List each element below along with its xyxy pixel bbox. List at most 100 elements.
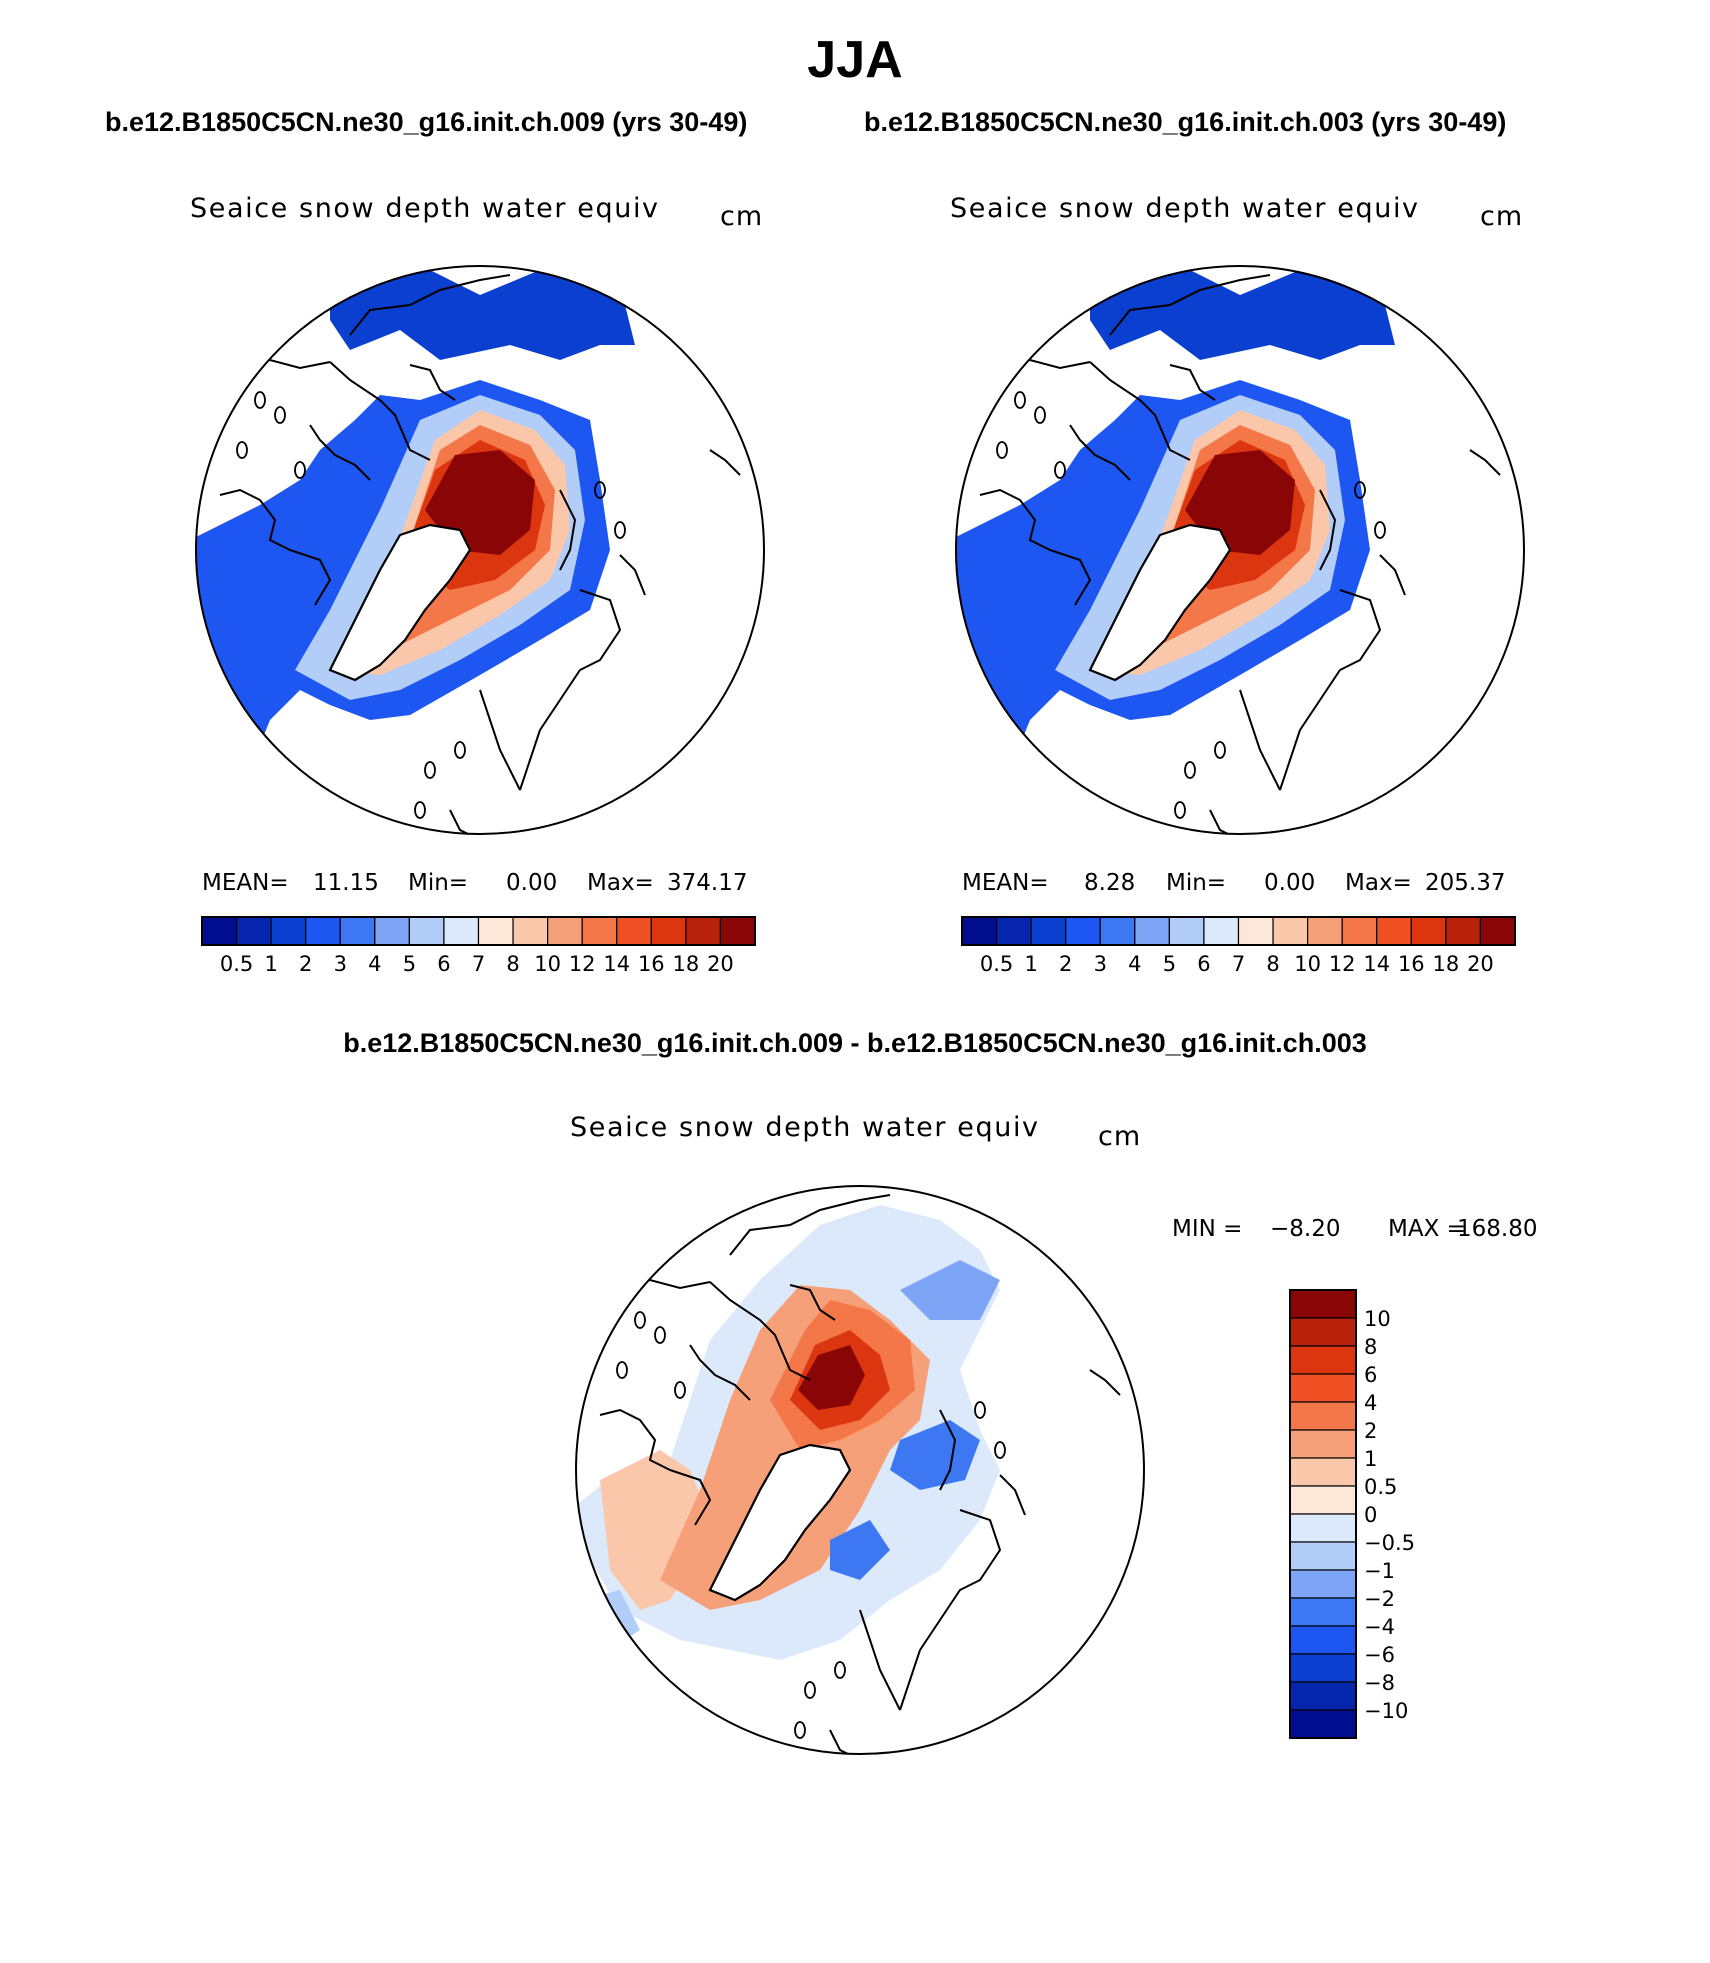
panel3-max-label: MAX = — [1388, 1216, 1466, 1242]
panel1-colorbar-tick-label: 7 — [472, 952, 485, 975]
panel3-island-outline — [974, 1401, 986, 1419]
panel2-coastline — [979, 488, 1051, 551]
panel1-island-outline — [236, 441, 248, 459]
panel1-colorbar-swatch — [616, 916, 652, 946]
panel3-colorbar-swatch — [1289, 1485, 1357, 1515]
panel3-colorbar-tick-label: −6 — [1364, 1643, 1395, 1667]
panel1-coastline — [349, 274, 511, 336]
panel1-coastline — [409, 364, 456, 401]
panel3-colorbar-swatch — [1289, 1625, 1357, 1655]
panel3-colorbar-tick-label: −0.5 — [1364, 1531, 1415, 1555]
panel1-island-outline — [454, 741, 466, 759]
panel3-colorbar-tick-label: 0 — [1364, 1503, 1377, 1527]
panel3-coastline — [939, 1409, 957, 1491]
panel3-colorbar-swatch — [1289, 1289, 1357, 1319]
panel1-island-outline — [424, 761, 436, 779]
panel1-coastline — [559, 489, 577, 571]
panel2-field-region — [1090, 266, 1395, 360]
panel3-coastline — [899, 1649, 921, 1711]
panel2-colorbar-swatch — [1237, 916, 1274, 946]
panel3-colorbar-tick-label: 1 — [1364, 1447, 1377, 1471]
panel2-island-outline — [1214, 741, 1226, 759]
panel1-greenland-outline — [328, 523, 472, 682]
panel2-colorbar: 0.5 1 2 3 4 5 6 7 8 10 12 14 16 18 20 — [961, 916, 1516, 975]
panel1-max-label: Max= — [587, 870, 654, 896]
panel3-colorbar-swatch — [1289, 1597, 1357, 1627]
panel2-coastline — [1049, 549, 1092, 606]
panel3-colorbar-swatch — [1289, 1513, 1357, 1543]
panel2-colorbar-swatch — [1341, 916, 1378, 946]
panel2-colorbar-swatch — [1272, 916, 1309, 946]
panel1-coastline — [219, 488, 291, 551]
panel2-colorbar-tick-label: 8 — [1266, 952, 1279, 975]
panel1-variable-title: Seaice snow depth water equiv — [190, 193, 660, 224]
panel3-variable-title: Seaice snow depth water equiv — [570, 1112, 1040, 1143]
panel2-field — [956, 266, 1501, 834]
panel3-min-value: −8.20 — [1270, 1216, 1341, 1242]
panel1-colorbar-swatch — [581, 916, 618, 946]
panel3-colorbar-tick-label: −8 — [1364, 1671, 1395, 1695]
panel2-colorbar-tick-label: 14 — [1363, 952, 1390, 975]
panel2-colorbar-tick-label: 20 — [1467, 952, 1494, 975]
panel3-greenland-outline — [708, 1443, 852, 1602]
panel3-island-outline — [794, 1721, 806, 1739]
left-case-title: b.e12.B1850C5CN.ne30_g16.init.ch.009 (yr… — [105, 107, 748, 137]
panel2-island-outline — [1034, 406, 1046, 424]
panel2-coastline — [1069, 424, 1131, 481]
panel1-island-outline — [274, 406, 286, 424]
panel3-colorbar-swatch — [1289, 1317, 1357, 1347]
panel2-variable-title: Seaice snow depth water equiv — [950, 193, 1420, 224]
panel2-colorbar-tick-label: 10 — [1294, 952, 1321, 975]
panel2-colorbar-tick-label: 16 — [1398, 952, 1425, 975]
panel1-colorbar-swatch — [512, 916, 549, 946]
panel2-coastline — [1169, 364, 1216, 401]
panel1-colorbar-swatch — [270, 916, 307, 946]
panel3-units: cm — [1098, 1121, 1142, 1152]
panel2-island-outline — [1174, 801, 1186, 819]
panel1-colorbar-swatch — [650, 916, 687, 946]
panel2-colorbar-swatch — [1168, 916, 1205, 946]
panel1-colorbar-swatch — [719, 916, 756, 946]
panel3-colorbar: 10 8 6 4 2 1 0.5 0 −0.5 −1 −2 −4 −6 −8 −10 — [1289, 1289, 1415, 1739]
right-case-title: b.e12.B1850C5CN.ne30_g16.init.ch.003 (yr… — [864, 107, 1507, 137]
panel3-colorbar-frame — [1289, 1289, 1357, 1739]
panel2-colorbar-swatch — [1479, 916, 1516, 946]
panel2-coastline — [1319, 489, 1337, 571]
panel3-colorbar-swatch — [1289, 1457, 1357, 1487]
panel3-colorbar-tick-label: −2 — [1364, 1587, 1395, 1611]
panel3-colorbar-tick-label: −10 — [1364, 1699, 1408, 1723]
panel2-max-label: Max= — [1345, 870, 1412, 896]
panel1-mean-value: 11.15 — [313, 870, 379, 896]
panel1-coastline — [329, 361, 431, 461]
panel2-greenland-outline — [1088, 523, 1232, 682]
panel2-coastline — [1209, 809, 1241, 834]
panel2-polar-map — [955, 265, 1525, 835]
panel1-island-outline — [594, 481, 606, 499]
panel2-units: cm — [1480, 201, 1524, 232]
panel3-field-region — [798, 1345, 865, 1410]
panel2-island-outline — [996, 441, 1008, 459]
panel2-coastline — [1469, 449, 1501, 476]
panel2-coastline — [1299, 589, 1382, 731]
panel2-min-label: Min= — [1166, 870, 1227, 896]
panel2-colorbar-tick-label: 7 — [1232, 952, 1245, 975]
panel3-colorbar-tick-label: 10 — [1364, 1307, 1391, 1331]
panel1-colorbar-tick-label: 5 — [403, 952, 416, 975]
panel2-max-value: 205.37 — [1425, 870, 1506, 896]
panel3-colorbar-swatch — [1289, 1569, 1357, 1599]
panel2-colorbar-tick-label: 0.5 — [980, 952, 1013, 975]
panel3-colorbar-swatch — [1289, 1429, 1357, 1459]
panel2-island-outline — [1054, 461, 1066, 479]
panel1-field — [196, 266, 741, 834]
panel3-island-outline — [804, 1681, 816, 1699]
panel1-field-region — [330, 266, 635, 360]
panel2-island-outline — [1354, 481, 1366, 499]
panel2-colorbar-swatch — [1203, 916, 1240, 946]
panel1-coastline — [709, 449, 741, 476]
panel3-colorbar-tick-label: 0.5 — [1364, 1475, 1397, 1499]
panel1-colorbar-tick-label: 0.5 — [220, 952, 253, 975]
panel1-colorbar-swatch — [305, 916, 341, 946]
panel3-min-label: MIN = — [1172, 1216, 1243, 1242]
panel2-colorbar-swatch — [1445, 916, 1482, 946]
panel2-colorbar-tick-label: 3 — [1094, 952, 1107, 975]
